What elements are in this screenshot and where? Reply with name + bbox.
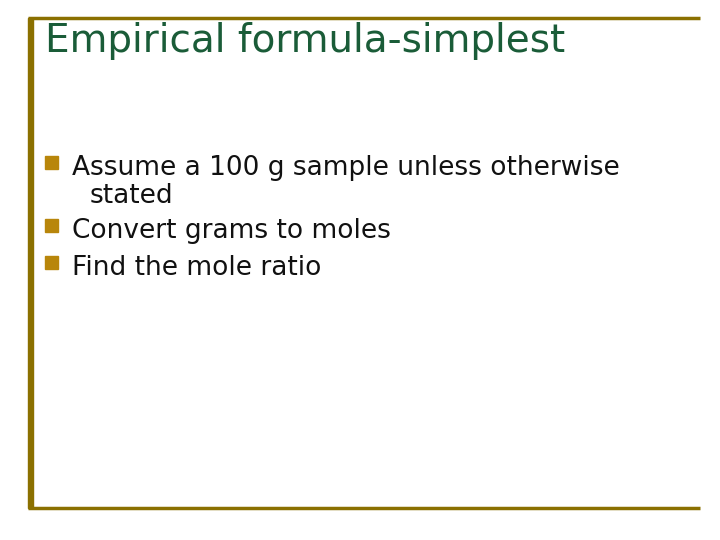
Bar [45,256,58,269]
Bar [28,18,33,508]
Bar [45,156,58,169]
Text: stated: stated [90,183,174,209]
Bar [45,219,58,232]
Text: Find the mole ratio: Find the mole ratio [72,255,321,281]
Text: Assume a 100 g sample unless otherwise: Assume a 100 g sample unless otherwise [72,155,620,181]
Text: Convert grams to moles: Convert grams to moles [72,218,391,244]
Text: Empirical formula-simplest: Empirical formula-simplest [45,22,565,60]
